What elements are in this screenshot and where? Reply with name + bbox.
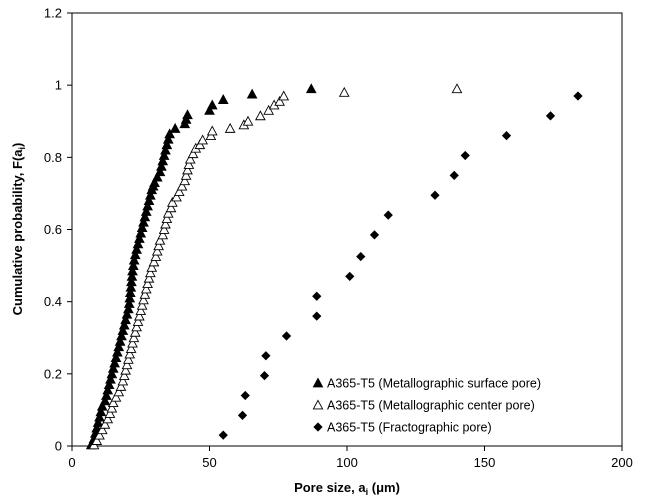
center-pore-point — [452, 84, 461, 93]
x-tick-label: 150 — [474, 455, 496, 470]
center-pore-point — [243, 117, 252, 126]
surface-pore-point — [219, 95, 228, 104]
x-tick-label: 100 — [336, 455, 358, 470]
legend-marker — [313, 378, 322, 387]
x-tick-label: 0 — [68, 455, 75, 470]
center-pore-point — [226, 124, 235, 133]
y-tick-label: 1 — [55, 78, 62, 93]
x-tick-label: 200 — [611, 455, 633, 470]
surface-pore-point — [171, 124, 180, 133]
fractographic-pore-point — [346, 272, 354, 280]
fractographic-pore-point — [502, 131, 510, 139]
legend-label: A365-T5 (Metallographic surface pore) — [327, 377, 541, 391]
fractographic-pore-point — [574, 92, 582, 100]
fractographic-pore-point — [260, 371, 268, 379]
y-tick-label: 0.8 — [44, 150, 62, 165]
center-pore-point — [208, 126, 217, 135]
center-pore-point — [279, 91, 288, 100]
fractographic-pore-point — [238, 411, 246, 419]
y-tick-label: 1.2 — [44, 6, 62, 21]
data-series — [87, 84, 583, 449]
legend: A365-T5 (Metallographic surface pore) A36… — [313, 377, 541, 435]
legend-marker — [314, 423, 322, 431]
legend-label: A365-T5 (Fractographic pore) — [327, 421, 492, 435]
fractographic-pore-point — [313, 292, 321, 300]
y-tick-label: 0.6 — [44, 222, 62, 237]
surface-pore-point — [183, 110, 192, 119]
fractographic-pore-point — [313, 312, 321, 320]
fractographic-pore-point — [431, 191, 439, 199]
fractographic-pore-point — [262, 352, 270, 360]
x-tick-label: 50 — [202, 455, 216, 470]
y-axis-title: Cumulative probability, F(ai) — [10, 143, 27, 316]
fractographic-pore-point — [357, 252, 365, 260]
fractographic-pore-point — [282, 332, 290, 340]
center-pore-point — [256, 111, 265, 120]
fractographic-pore-point — [370, 231, 378, 239]
center-pore-point — [340, 88, 349, 97]
y-tick-label: 0.4 — [44, 294, 62, 309]
surface-pore-point — [208, 100, 217, 109]
y-tick-label: 0 — [55, 439, 62, 454]
x-axis: 0 50 100 150 200 — [68, 446, 632, 470]
fractographic-pore-point — [546, 112, 554, 120]
legend-marker — [313, 400, 322, 409]
fractographic-pore-point — [219, 431, 227, 439]
fractographic-pore-point — [241, 391, 249, 399]
fractographic-pore-point — [384, 211, 392, 219]
fractographic-pore-point — [461, 151, 469, 159]
series-center-pore — [89, 84, 461, 449]
surface-pore-point — [248, 90, 257, 99]
x-axis-title: Pore size, ai (μm) — [294, 480, 400, 497]
surface-pore-point — [307, 84, 316, 93]
fractographic-pore-point — [450, 171, 458, 179]
y-tick-label: 0.2 — [44, 366, 62, 381]
legend-label: A365-T5 (Metallographic center pore) — [327, 399, 535, 413]
y-axis: 0 0.2 0.4 0.6 0.8 1 1.2 — [44, 6, 72, 454]
